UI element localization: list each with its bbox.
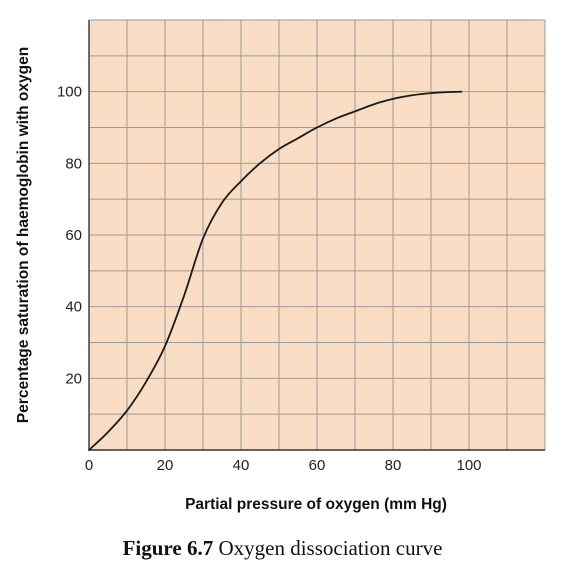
figure-caption: Figure 6.7 Oxygen dissociation curve xyxy=(0,536,565,561)
y-tick-label: 100 xyxy=(57,84,82,101)
curve-layer xyxy=(88,90,463,451)
x-tick-label: 40 xyxy=(233,457,250,474)
grid xyxy=(88,19,546,451)
x-tick-label: 60 xyxy=(309,457,326,474)
y-tick-label: 60 xyxy=(65,227,82,244)
y-axis-label: Percentage saturation of haemoglobin wit… xyxy=(15,47,32,423)
y-tick-label: 80 xyxy=(65,155,82,172)
x-tick-label: 80 xyxy=(385,457,402,474)
figure-number: Figure 6.7 xyxy=(122,536,214,560)
y-tick-label: 20 xyxy=(65,370,82,387)
dissociation-curve xyxy=(88,90,463,451)
tick-labels: 0 20 40 60 80 100 20 40 60 80 100 xyxy=(57,84,482,474)
oxygen-dissociation-chart: 0 20 40 60 80 100 20 40 60 80 100 Partial pressure… xyxy=(15,19,546,513)
x-tick-label: 100 xyxy=(456,457,481,474)
x-tick-label: 20 xyxy=(157,457,174,474)
x-tick-label: 0 xyxy=(85,457,93,474)
figure-title: Oxygen dissociation curve xyxy=(218,536,443,560)
y-tick-label: 40 xyxy=(65,299,82,316)
x-axis-label: Partial pressure of oxygen (mm Hg) xyxy=(185,496,447,513)
